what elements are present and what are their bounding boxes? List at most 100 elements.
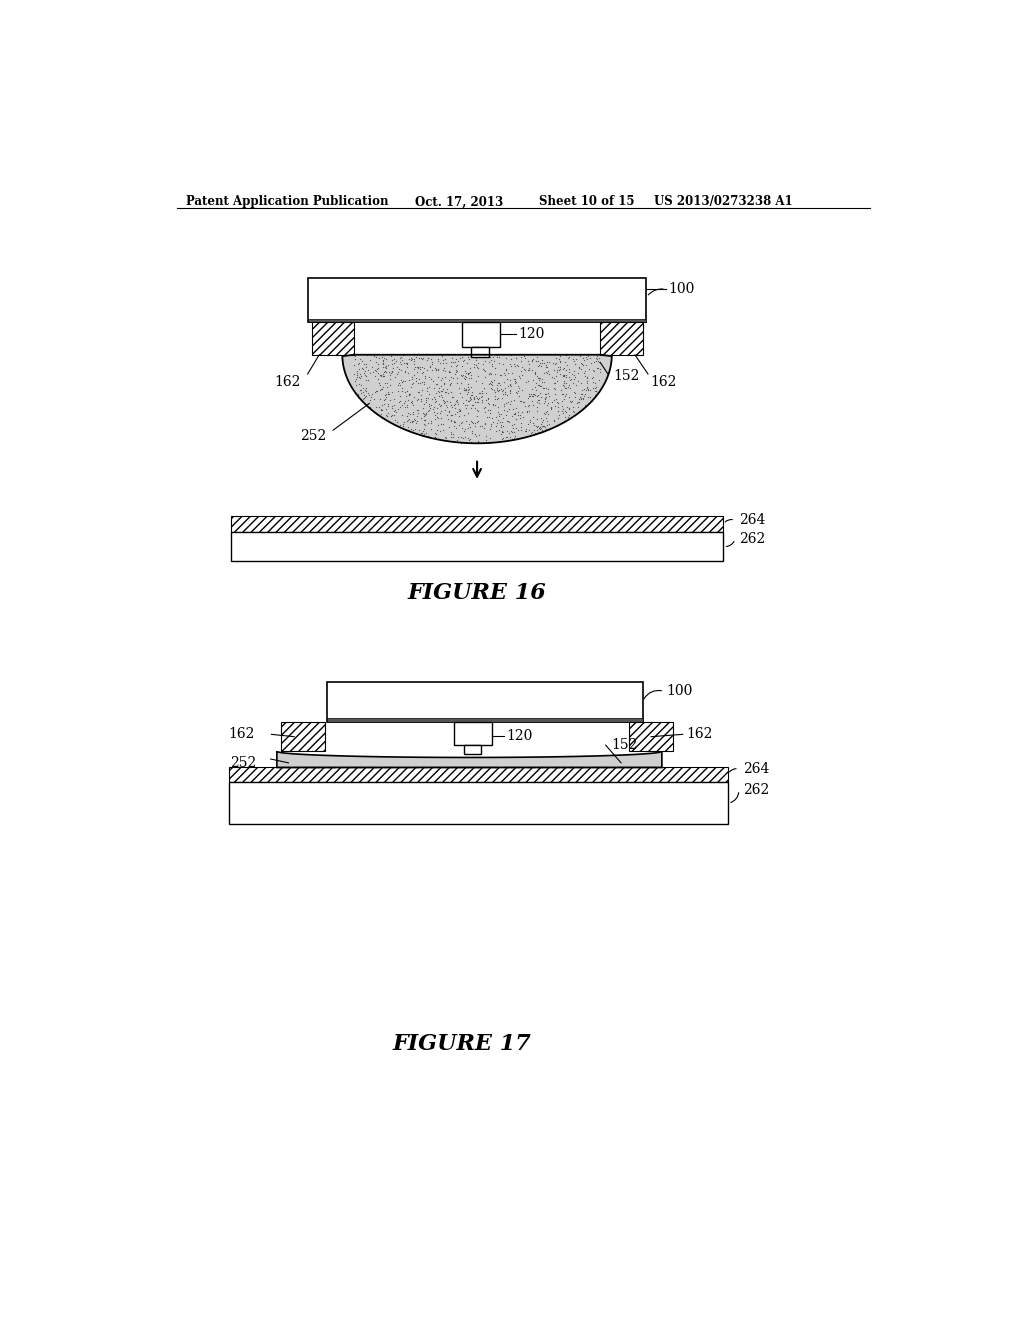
- Point: [550, 400, 566, 421]
- Point: [468, 354, 484, 375]
- Point: [604, 756, 621, 777]
- Point: [452, 401, 468, 422]
- Point: [429, 351, 445, 372]
- Point: [373, 404, 389, 425]
- Point: [322, 756, 338, 777]
- Point: [322, 756, 338, 777]
- Point: [651, 756, 668, 777]
- Point: [519, 413, 536, 434]
- Point: [349, 756, 366, 777]
- Point: [513, 420, 529, 441]
- Point: [407, 364, 423, 385]
- Point: [566, 368, 583, 389]
- Text: 120: 120: [518, 327, 544, 341]
- Point: [645, 756, 662, 777]
- Point: [534, 350, 550, 371]
- Point: [471, 425, 487, 446]
- Point: [351, 380, 368, 401]
- Point: [617, 756, 634, 777]
- Point: [353, 375, 370, 396]
- Point: [378, 756, 394, 777]
- Point: [549, 756, 565, 777]
- Point: [423, 756, 439, 777]
- Point: [579, 756, 595, 777]
- Point: [352, 756, 369, 777]
- Point: [431, 352, 447, 374]
- Point: [529, 756, 546, 777]
- Point: [573, 383, 590, 404]
- Point: [435, 756, 452, 777]
- Point: [499, 756, 515, 777]
- Point: [519, 756, 536, 777]
- Point: [359, 756, 376, 777]
- Point: [564, 756, 581, 777]
- Point: [398, 756, 415, 777]
- Point: [443, 756, 460, 777]
- Point: [626, 756, 642, 777]
- Point: [356, 360, 373, 381]
- Point: [458, 411, 474, 432]
- Point: [531, 756, 548, 777]
- Point: [549, 756, 565, 777]
- Point: [615, 756, 632, 777]
- Point: [413, 391, 429, 412]
- Point: [539, 411, 555, 432]
- Point: [506, 756, 522, 777]
- Point: [548, 756, 564, 777]
- Point: [359, 756, 376, 777]
- Point: [382, 389, 398, 411]
- Point: [377, 756, 393, 777]
- Point: [502, 426, 518, 447]
- Point: [384, 756, 400, 777]
- Point: [273, 756, 290, 777]
- Point: [330, 756, 346, 777]
- Point: [314, 756, 331, 777]
- Point: [441, 375, 458, 396]
- Point: [540, 756, 556, 777]
- Point: [428, 374, 444, 395]
- Point: [392, 756, 409, 777]
- Point: [632, 756, 648, 777]
- Point: [378, 383, 394, 404]
- Point: [463, 432, 479, 453]
- Point: [373, 379, 389, 400]
- Point: [362, 756, 379, 777]
- Point: [445, 412, 462, 433]
- Point: [378, 404, 394, 425]
- Point: [652, 756, 669, 777]
- Point: [506, 404, 522, 425]
- Point: [634, 756, 650, 777]
- Point: [609, 756, 626, 777]
- Point: [416, 371, 432, 392]
- Point: [544, 366, 560, 387]
- Point: [280, 756, 296, 777]
- Point: [458, 397, 474, 418]
- Point: [280, 756, 296, 777]
- Point: [622, 756, 638, 777]
- Point: [418, 756, 434, 777]
- Point: [592, 756, 608, 777]
- Point: [304, 756, 321, 777]
- Point: [428, 756, 444, 777]
- Point: [284, 756, 300, 777]
- Point: [538, 756, 554, 777]
- Point: [476, 756, 493, 777]
- Point: [298, 756, 314, 777]
- Point: [500, 756, 516, 777]
- Point: [329, 756, 345, 777]
- Point: [417, 414, 433, 436]
- Point: [376, 756, 392, 777]
- Point: [367, 381, 383, 403]
- Point: [604, 756, 621, 777]
- Point: [464, 395, 480, 416]
- Point: [441, 401, 458, 422]
- Point: [560, 347, 577, 368]
- Point: [330, 756, 346, 777]
- Point: [532, 408, 549, 429]
- Point: [406, 756, 422, 777]
- Point: [345, 756, 361, 777]
- Point: [460, 363, 476, 384]
- Point: [574, 388, 591, 409]
- Point: [419, 756, 435, 777]
- Point: [508, 417, 524, 438]
